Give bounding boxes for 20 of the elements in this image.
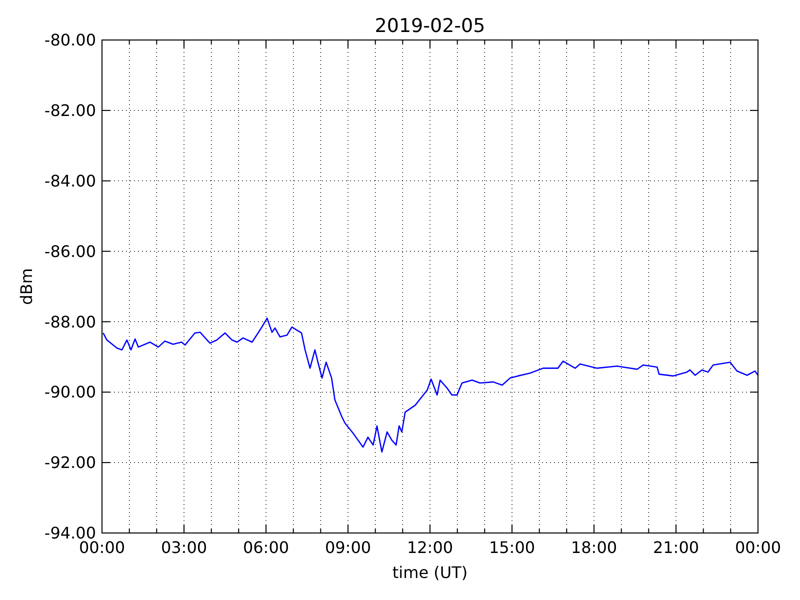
x-tick-label: 00:00 (734, 538, 782, 557)
y-tick-label: -88.00 (44, 312, 96, 332)
y-tick-label: -82.00 (44, 101, 96, 120)
line-series (102, 318, 759, 453)
x-tick-label: 15:00 (488, 538, 536, 557)
x-tick-label: 03:00 (160, 538, 208, 557)
x-axis-title: time (UT) (392, 563, 468, 582)
x-tick-label: 21:00 (652, 538, 700, 557)
y-tick-label: -84.00 (44, 171, 96, 190)
x-tick-label: 12:00 (406, 538, 454, 557)
chart-title: 2019-02-05 (374, 15, 486, 37)
y-axis-title: dBm (17, 268, 36, 305)
x-tick-label: 00:00 (78, 538, 126, 557)
y-tick-label: -80.00 (44, 30, 96, 50)
x-tick-label: 18:00 (570, 538, 618, 557)
y-tick-label: -90.00 (44, 382, 96, 402)
x-tick-label: 06:00 (242, 538, 290, 557)
y-tick-label: -86.00 (44, 242, 96, 261)
y-tick-label: -92.00 (44, 453, 96, 472)
x-tick-label: 09:00 (324, 538, 372, 557)
